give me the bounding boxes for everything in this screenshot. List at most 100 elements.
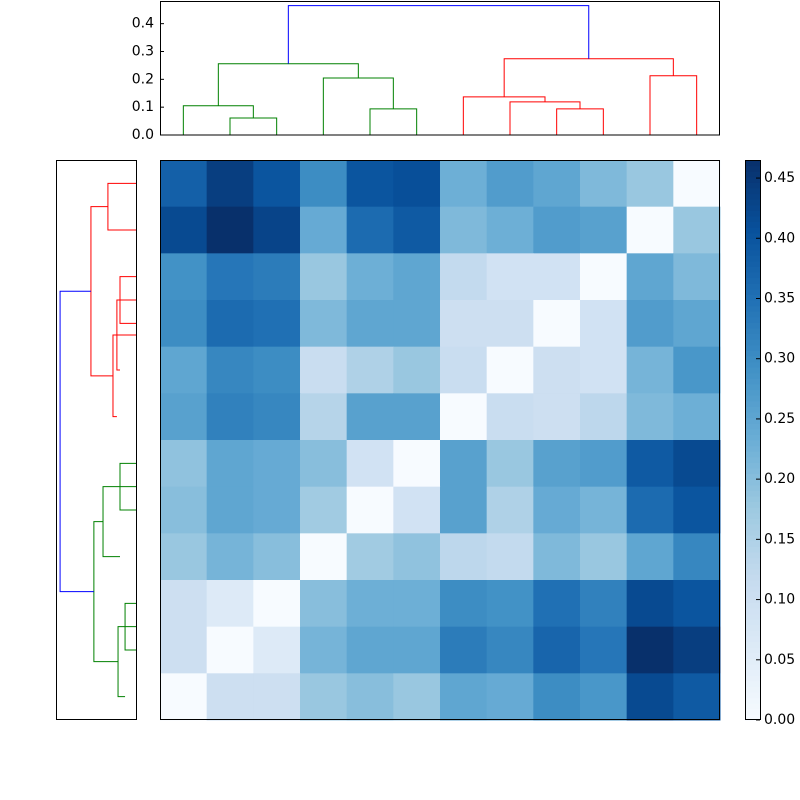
colorbar-step [745, 227, 760, 234]
heatmap-cell [533, 253, 581, 301]
colorbar-step [745, 546, 760, 553]
heatmap-cell [580, 626, 628, 674]
heatmap-cell [393, 673, 441, 721]
colorbar-step [745, 199, 760, 206]
colorbar-step [745, 344, 760, 351]
colorbar-step [745, 356, 760, 363]
heatmap-cell [206, 580, 254, 628]
colorbar-step [745, 182, 760, 189]
colorbar-step [745, 602, 760, 609]
heatmap-cell [533, 673, 581, 721]
colorbar-step [745, 568, 760, 575]
colorbar-step [745, 647, 760, 654]
heatmap-cell [253, 300, 301, 348]
colorbar-step [745, 552, 760, 559]
heatmap-cell [673, 160, 721, 208]
heatmap-cell [673, 580, 721, 628]
colorbar-step [745, 658, 760, 665]
colorbar-step [745, 333, 760, 340]
heatmap-cell [253, 580, 301, 628]
colorbar-step [745, 322, 760, 329]
colorbar-step [745, 473, 760, 480]
colorbar-tick-label: 0.20 [764, 471, 795, 487]
heatmap-cell [300, 440, 348, 488]
colorbar-step [745, 266, 760, 273]
heatmap-cell [626, 440, 674, 488]
heatmap-cell [300, 393, 348, 441]
heatmap-cell [206, 346, 254, 394]
heatmap-cell [206, 206, 254, 254]
heatmap-cell [626, 206, 674, 254]
heatmap-cell [533, 580, 581, 628]
heatmap-cell [300, 206, 348, 254]
heatmap-cell [580, 440, 628, 488]
colorbar-step [745, 305, 760, 312]
heatmap-cell [253, 486, 301, 534]
heatmap-cell [206, 300, 254, 348]
heatmap-cell [673, 300, 721, 348]
heatmap-cell [160, 160, 208, 208]
heatmap-cell [300, 626, 348, 674]
colorbar-step [745, 451, 760, 458]
heatmap-cell [440, 626, 488, 674]
colorbar-step [745, 204, 760, 211]
colorbar-step [745, 395, 760, 402]
heatmap-cell [440, 300, 488, 348]
colorbar-step [745, 434, 760, 441]
heatmap-cell [393, 580, 441, 628]
colorbar-tick-label: 0.00 [764, 712, 795, 728]
colorbar-step [745, 697, 760, 704]
heatmap-cell [346, 440, 394, 488]
heatmap-cell [393, 206, 441, 254]
heatmap-cell [486, 440, 534, 488]
dendrogram-link [112, 334, 136, 418]
heatmap-cell [346, 486, 394, 534]
heatmap-cell [206, 673, 254, 721]
heatmap-cell [673, 346, 721, 394]
heatmap-cell [160, 346, 208, 394]
colorbar-step [745, 613, 760, 620]
left-dendrogram-frame [56, 160, 137, 720]
heatmap-cell [160, 626, 208, 674]
y-tick-label: 0.1 [132, 99, 154, 115]
heatmap-cell [626, 393, 674, 441]
colorbar-tick-label: 0.40 [764, 230, 795, 246]
heatmap-cell [253, 626, 301, 674]
colorbar-step [745, 316, 760, 323]
colorbar-step [745, 288, 760, 295]
colorbar-tick-label: 0.15 [764, 531, 795, 547]
heatmap-cell [440, 486, 488, 534]
colorbar-step [745, 664, 760, 671]
heatmap-cell [253, 253, 301, 301]
heatmap-cell [346, 580, 394, 628]
colorbar-step [745, 624, 760, 631]
colorbar-frame [745, 160, 761, 720]
heatmap-cell [440, 440, 488, 488]
heatmap-cell [533, 486, 581, 534]
heatmap-cell [673, 253, 721, 301]
colorbar-step [745, 496, 760, 503]
colorbar-step [745, 490, 760, 497]
heatmap-cell [206, 253, 254, 301]
heatmap-cell [626, 533, 674, 581]
colorbar-step [745, 686, 760, 693]
heatmap-cell [253, 346, 301, 394]
heatmap-frame [160, 160, 720, 720]
heatmap-cell [626, 673, 674, 721]
heatmap-cell [253, 160, 301, 208]
heatmap-cell [440, 393, 488, 441]
heatmap-cell [160, 253, 208, 301]
colorbar-step [745, 176, 760, 183]
heatmap-cell [160, 673, 208, 721]
heatmap-cell [300, 673, 348, 721]
heatmap-cell [626, 346, 674, 394]
heatmap-cell [626, 253, 674, 301]
colorbar-tick-label: 0.10 [764, 592, 795, 608]
heatmap-cell [626, 160, 674, 208]
y-tick-label: 0.2 [132, 71, 154, 87]
heatmap-cell [253, 206, 301, 254]
colorbar: 0.00 0.05 0.10 0.15 0.20 0.25 0.30 0.35 0.40 0.45 [745, 160, 795, 728]
colorbar-step [745, 456, 760, 463]
top-dendrogram: 0.0 0.1 0.2 0.3 0.4 [132, 5, 698, 143]
